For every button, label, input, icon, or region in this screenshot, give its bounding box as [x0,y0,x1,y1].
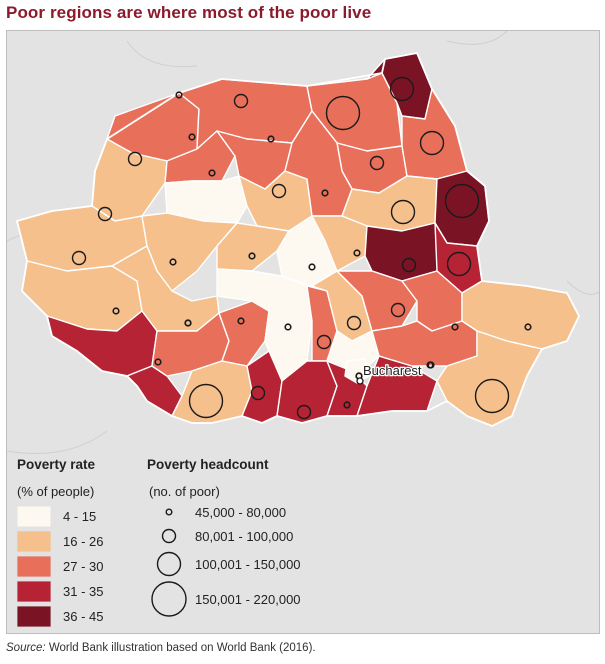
neighbour-border [446,31,508,45]
source-note: Source: World Bank illustration based on… [6,642,316,654]
headcount-legend-circle [161,528,177,544]
neighbour-border [7,430,108,454]
headcount-circle-bihor [127,151,143,167]
legend: Poverty rate (% of people) Poverty headc… [16,457,301,628]
poverty-map: Bucharest Poverty rate (% of people) Pov… [7,31,599,633]
poverty-rate-legend: 4 - 15 16 - 26 27 - 30 31 - 35 36 - 45 [16,505,103,628]
headcount-legend-circle [151,581,187,617]
rate-class-label: 27 - 30 [63,559,103,574]
headcount-circle-buzau [390,302,406,318]
headcount-circle-suceava [325,95,361,131]
headcount-circle-timis [71,250,87,266]
headcount-circles [71,76,532,420]
headcount-circle-valcea [237,317,245,325]
poverty-headcount-title: Poverty headcount [147,457,269,472]
headcount-circle-salaj [188,133,196,141]
headcount-class-label: 45,000 - 80,000 [195,505,286,520]
headcount-circle-harghita [321,189,329,197]
headcount-circle-mehedinti [154,358,162,366]
poverty-rate-subtitle: (% of people) [17,484,94,499]
headcount-circle-prahova [346,315,362,331]
map-frame: Bucharest Poverty rate (% of people) Pov… [6,30,600,634]
headcount-circle-alba [169,258,177,266]
headcount-circle-brasov [308,263,316,271]
source-text: World Bank illustration based on World B… [45,642,316,654]
region-sibiu [216,222,290,272]
headcount-circle-braila [451,323,459,331]
headcount-circle-cluj [208,169,216,177]
headcount-circle-sibiu [248,252,256,260]
headcount-circle-bacau [390,199,416,225]
rate-swatch [16,580,52,603]
headcount-circle-tulcea [524,323,532,331]
headcount-circle-galati [446,251,472,277]
region-alba [141,212,238,292]
headcount-circle-covasna [353,249,361,257]
capital-marker: Bucharest [356,362,423,385]
rate-swatch [16,605,52,628]
headcount-circle-mures [271,183,287,199]
headcount-circle-neamt [369,155,385,171]
headcount-circle-vaslui [444,183,480,219]
headcount-legend-circle [165,508,173,516]
rate-swatch [16,555,52,578]
headcount-circle-ialomita [427,361,435,369]
neighbour-border [566,280,599,295]
poverty-headcount-legend: 45,000 - 80,000 80,001 - 100,000 100,001 -… [151,505,301,617]
map-title: Poor regions are where most of the poor … [6,3,372,22]
headcount-circle-satu-mare [175,91,183,99]
headcount-circle-teleorman [296,404,312,420]
rate-class-label: 36 - 45 [63,609,103,624]
region-harghita [284,110,353,217]
headcount-circle-gorj [184,319,192,327]
headcount-circle-constanta [474,378,510,414]
source-label: Source: [6,642,46,654]
headcount-circle-caras-severin [112,307,120,315]
rate-class-label: 4 - 15 [63,509,96,524]
headcount-circle-iasi [419,130,445,156]
rate-swatch [16,530,52,553]
headcount-class-label: 100,001 - 150,000 [195,557,301,572]
headcount-circle-olt [250,385,266,401]
poverty-headcount-subtitle: (no. of poor) [149,484,220,499]
poverty-rate-title: Poverty rate [17,457,96,472]
regions-layer [15,51,581,427]
rate-class-label: 31 - 35 [63,584,103,599]
headcount-circle-dambovita [316,334,332,350]
headcount-legend-circle [156,551,182,577]
capital-label: Bucharest [363,363,422,378]
headcount-circle-vrancea [401,257,417,273]
neighbour-border [126,40,198,68]
rate-swatch [16,505,52,528]
headcount-class-label: 150,001 - 220,000 [195,592,301,607]
rate-class-label: 16 - 26 [63,534,103,549]
headcount-circle-maramures [233,93,249,109]
headcount-circle-arges [284,323,292,331]
headcount-circle-botosani [389,76,415,102]
country-outline [15,51,581,427]
capital-dot [356,377,364,385]
headcount-circle-bistrita-nasaud [267,135,275,143]
headcount-circle-arad [97,206,113,222]
headcount-circle-dolj [188,383,224,419]
headcount-circle-giurgiu [343,401,351,409]
region-ialomita [371,320,478,367]
headcount-class-label: 80,001 - 100,000 [195,529,293,544]
